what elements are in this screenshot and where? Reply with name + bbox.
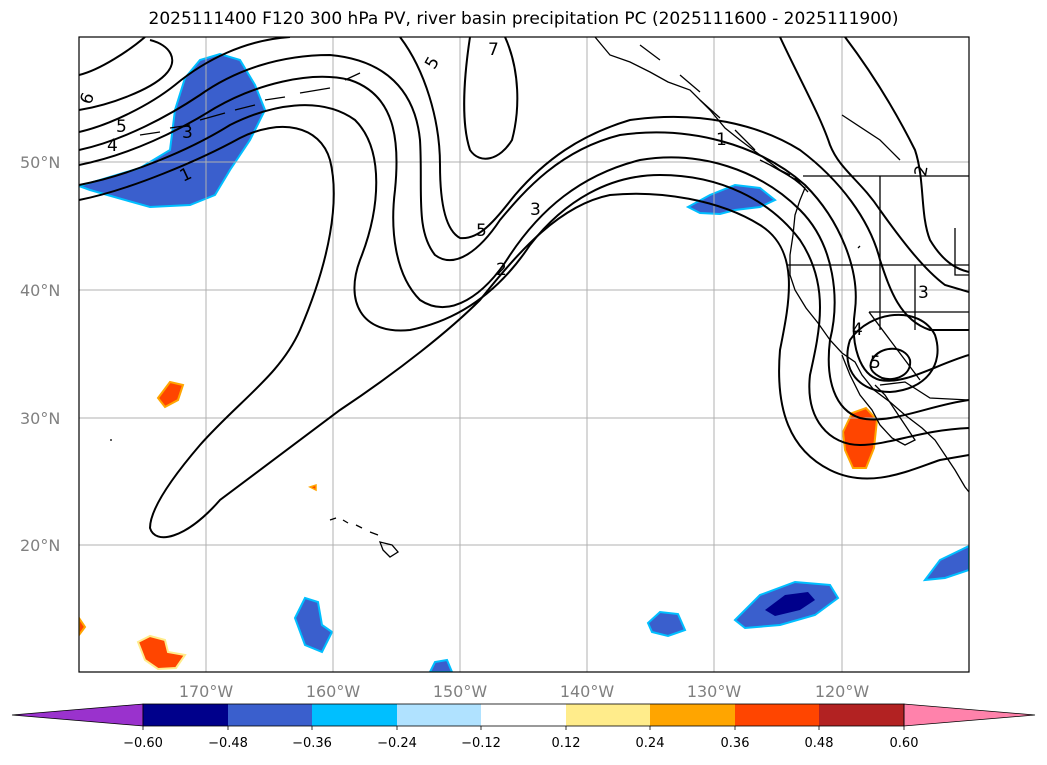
negative-anomaly-patch-mexico-east: [922, 544, 969, 582]
colorbar-tick-label: −0.36: [292, 736, 332, 751]
contour-label-5-low: 5: [870, 353, 881, 373]
colorbar-segment-3: [312, 704, 397, 726]
colorbar-tick-label: 0.48: [805, 736, 834, 751]
pv-contour-4: [79, 53, 969, 382]
colorbar-tick-label: 0.60: [890, 736, 919, 751]
aleutian-islands: [139, 72, 361, 136]
lon-label-160w: 160°W: [306, 682, 361, 701]
contour-label-3-mid: 3: [530, 200, 541, 220]
pv-contour-east-3: [779, 37, 969, 293]
contour-label-3-east: 3: [918, 283, 929, 303]
contour-label-4-west: 4: [107, 136, 118, 156]
lat-label-40n: 40°N: [20, 281, 60, 300]
positive-anomaly-patch-baja: [841, 406, 879, 469]
pv-contour-east-2: [844, 37, 969, 273]
colorbar-segment-7: [650, 704, 735, 726]
pv-contour-1-main: [79, 126, 969, 539]
colorbar-tick-label: 0.24: [636, 736, 665, 751]
us-state-lines: [788, 114, 969, 381]
colorbar-tick-label: 0.36: [721, 736, 750, 751]
alaska-panhandle-islands: [639, 44, 809, 193]
contour-label-5-mid: 5: [476, 221, 487, 241]
lon-label-130w: 130°W: [687, 682, 742, 701]
lon-label-120w: 120°W: [815, 682, 870, 701]
contour-label-3-west: 3: [182, 123, 193, 143]
colorbar-arrow-right: [903, 703, 1036, 727]
latitude-labels: 50°N 40°N 30°N 20°N: [20, 153, 60, 555]
negative-anomaly-patch-small: [646, 610, 687, 638]
hawaii-islands: [329, 517, 399, 558]
colorbar-outline: [142, 703, 905, 727]
pv-contour-2: [79, 104, 969, 447]
negative-anomaly-patch-hawaii-south: [293, 596, 334, 654]
lon-label-140w: 140°W: [560, 682, 615, 701]
map-frame: [78, 36, 970, 673]
positive-anomaly-patch-central: [156, 380, 185, 409]
contour-label-2-mid: 2: [496, 260, 507, 280]
positive-anomaly-dot: [308, 483, 317, 492]
contour-label-7: 7: [488, 40, 499, 60]
positive-anomaly-patch-edge: [79, 616, 87, 637]
coastlines: [110, 37, 969, 558]
colorbar: −0.60 −0.48 −0.36 −0.24 −0.12 0.12 0.24 …: [11, 703, 1036, 751]
contour-label-5-west: 5: [116, 117, 127, 137]
map-title: 2025111400 F120 300 hPa PV, river basin …: [148, 9, 899, 29]
pv-contour-5: [79, 37, 969, 331]
negative-anomaly-patch-aleutians: [79, 52, 267, 209]
longitude-labels: 170°W 160°W 150°W 140°W 130°W 120°W: [179, 682, 870, 701]
pv-contour-7-closed: [463, 37, 519, 160]
colorbar-ticks: [142, 726, 905, 730]
colorbar-segment-8: [735, 704, 819, 726]
us-mexico-border: [879, 381, 969, 401]
strong-negative-anomaly-core: [765, 592, 815, 616]
graticule: [79, 37, 969, 672]
contour-label-2-east: 2: [911, 164, 933, 178]
contour-label-1-coast: 1: [716, 130, 727, 150]
colorbar-tick-label: −0.12: [461, 736, 501, 751]
colorbar-arrow-left: [11, 703, 144, 727]
colorbar-segment-2: [228, 704, 312, 726]
lat-label-30n: 30°N: [20, 409, 60, 428]
colorbar-segment-6: [566, 704, 650, 726]
pv-contour-6-west: [79, 37, 174, 111]
colorbar-tick-label: −0.60: [123, 736, 163, 751]
small-islands: [110, 245, 861, 441]
pv-contours: [79, 37, 969, 539]
colorbar-segment-4: [397, 704, 481, 726]
lon-label-170w: 170°W: [179, 682, 234, 701]
baja-coastline: [841, 354, 916, 446]
positive-anomaly-patch-bottom-left: [136, 634, 187, 671]
colorbar-segment-9: [819, 704, 904, 726]
colorbar-tick-label: 0.12: [552, 736, 581, 751]
pv-contour-low-outer: [846, 313, 939, 394]
lat-label-50n: 50°N: [20, 153, 60, 172]
precipitation-anomaly-fills: [79, 52, 969, 672]
lat-label-20n: 20°N: [20, 536, 60, 555]
contour-label-4-east: 4: [852, 320, 863, 340]
colorbar-segment-5: [481, 704, 566, 726]
negative-anomaly-patch-pacific-nw: [685, 183, 777, 216]
negative-anomaly-patch-bottom: [428, 658, 454, 672]
colorbar-tick-label: −0.24: [377, 736, 417, 751]
colorbar-segment-1: [143, 704, 228, 726]
lon-label-150w: 150°W: [433, 682, 488, 701]
pv-contour-3: [79, 75, 969, 421]
pv-contour-low-inner: [869, 347, 912, 380]
colorbar-tick-label: −0.48: [208, 736, 248, 751]
